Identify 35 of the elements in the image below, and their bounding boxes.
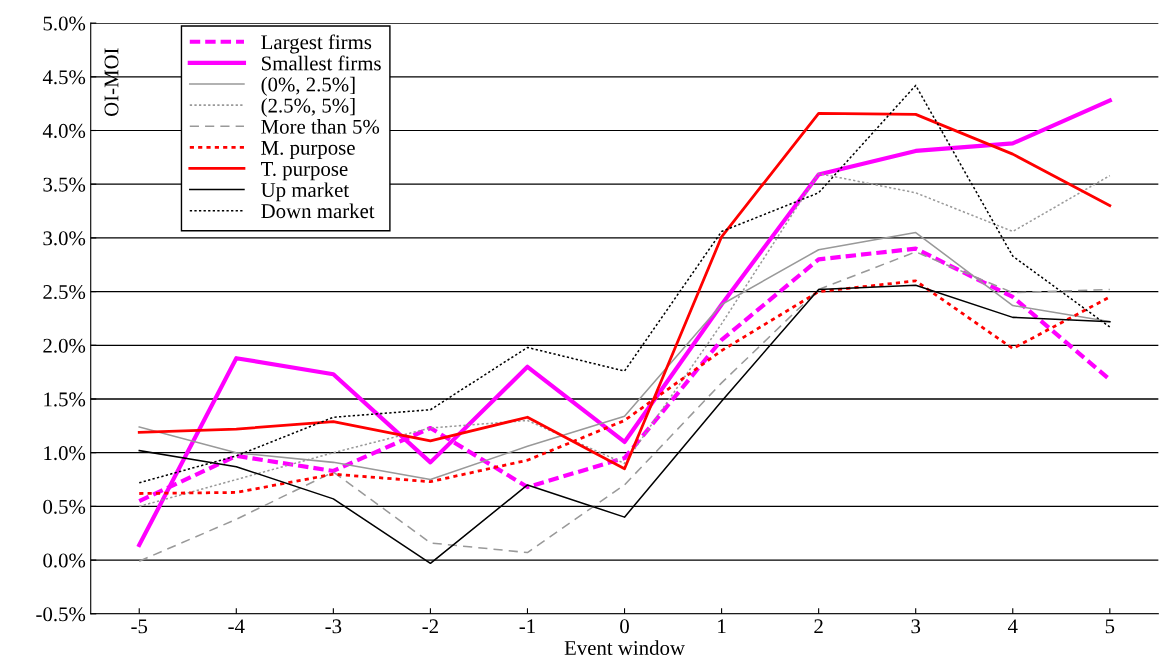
legend-label: Down market bbox=[261, 203, 375, 219]
x-axis-title: Event window bbox=[564, 640, 685, 655]
y-tick-label: -0.5% bbox=[36, 607, 86, 622]
legend-label: Largest firms bbox=[261, 34, 372, 54]
y-tick-label: 5.0% bbox=[43, 16, 86, 31]
x-tick-label: -3 bbox=[325, 619, 342, 634]
x-tick-label: 3 bbox=[911, 619, 921, 634]
y-tick-label: 0.0% bbox=[43, 553, 86, 568]
x-tick-label: -5 bbox=[131, 619, 148, 634]
x-tick-label: 0 bbox=[620, 619, 629, 634]
legend-label: Up market bbox=[261, 182, 350, 202]
x-tick-label: 2 bbox=[814, 619, 823, 634]
x-tick-label: 4 bbox=[1007, 619, 1018, 634]
legend-label: More than 5% bbox=[261, 119, 380, 134]
legend-label: Smallest firms bbox=[262, 55, 381, 71]
line-series bbox=[137, 98, 1112, 548]
legend-label: (0%, 2.5%] bbox=[261, 76, 355, 96]
y-tick-label: 1.5% bbox=[44, 392, 86, 407]
x-tick-label: 5 bbox=[1105, 619, 1115, 634]
y-tick-label: 3.5% bbox=[43, 177, 86, 192]
y-tick-label: 1.0% bbox=[44, 446, 86, 461]
legend-label: (2.5%, 5%] bbox=[261, 97, 355, 117]
y-tick-label: 3.0% bbox=[43, 231, 86, 246]
y-tick-label: 2.0% bbox=[43, 338, 86, 353]
x-tick-label: 1 bbox=[718, 619, 726, 634]
y-tick-label: 4.0% bbox=[42, 123, 86, 139]
x-tick-label: -4 bbox=[228, 619, 245, 634]
legend-label: T. purpose bbox=[261, 162, 348, 181]
x-tick-label: -2 bbox=[422, 619, 438, 634]
legend-label: M. purpose bbox=[261, 140, 355, 160]
x-tick-label: -1 bbox=[519, 619, 535, 634]
y-tick-label: 4.5% bbox=[42, 70, 86, 85]
y-axis-title: OI-MOI bbox=[104, 48, 119, 117]
y-tick-label: 0.5% bbox=[43, 499, 86, 514]
y-tick-label: 2.5% bbox=[43, 284, 86, 300]
